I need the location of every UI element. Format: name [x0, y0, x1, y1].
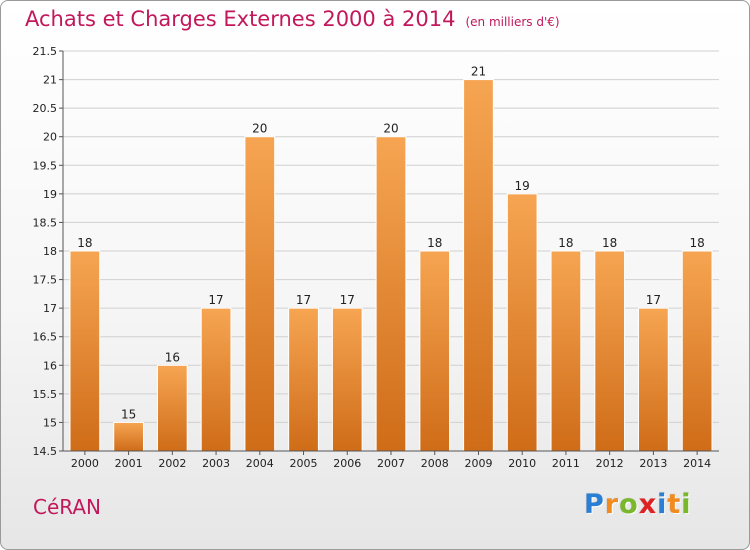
data-label-2012: 18 [602, 236, 617, 250]
data-label-2011: 18 [558, 236, 573, 250]
logo-letter: o [619, 489, 639, 520]
data-label-2001: 15 [121, 407, 136, 421]
logo-letter: r [604, 489, 620, 520]
chart-title-text: Achats et Charges Externes 2000 à 2014 [25, 7, 456, 31]
x-tick-label-2003: 2003 [202, 457, 230, 470]
bar-2002 [156, 364, 188, 452]
x-tick-label-2005: 2005 [290, 457, 318, 470]
y-tick-label: 18.5 [33, 216, 58, 229]
bar-2005 [288, 307, 319, 452]
bar-2003 [200, 307, 232, 452]
x-tick-label-2011: 2011 [552, 457, 580, 470]
y-tick-label: 16 [43, 359, 57, 372]
x-tick-label-2004: 2004 [246, 457, 274, 470]
y-tick-label: 21.5 [33, 45, 58, 58]
x-tick-label-2013: 2013 [639, 457, 667, 470]
bar-2010 [506, 193, 538, 452]
logo-letter: P [584, 489, 605, 520]
y-tick-label: 14.5 [33, 445, 58, 458]
y-tick-label: 19.5 [33, 159, 58, 172]
y-tick-label: 18 [43, 245, 57, 258]
bar-2000 [69, 250, 101, 452]
y-tick-label: 21 [43, 74, 57, 87]
y-tick-label: 20.5 [33, 102, 58, 115]
y-tick-label: 19 [43, 188, 57, 201]
axes [59, 50, 719, 455]
x-tick-label-2006: 2006 [333, 457, 361, 470]
x-tick-label-2012: 2012 [596, 457, 624, 470]
bar-2006 [331, 307, 363, 452]
logo-letter: i [657, 489, 668, 520]
x-tick-label-2007: 2007 [377, 457, 405, 470]
data-label-2007: 20 [383, 122, 398, 136]
bar-2008 [419, 250, 451, 452]
data-label-2013: 17 [646, 293, 661, 307]
x-tick-label-2008: 2008 [421, 457, 449, 470]
x-tick-label-2014: 2014 [683, 457, 711, 470]
x-tick-label-2010: 2010 [508, 457, 536, 470]
y-tick-label: 16.5 [33, 331, 58, 344]
y-tick-label: 15 [43, 416, 57, 429]
x-tick-label-2000: 2000 [71, 457, 99, 470]
bar-2004 [244, 136, 276, 452]
data-label-2000: 18 [77, 236, 92, 250]
chart-unit-label: (en milliers d'€) [465, 15, 560, 29]
logo-letter: i [681, 489, 692, 520]
x-tick-label-2001: 2001 [115, 457, 143, 470]
data-label-2006: 17 [340, 293, 355, 307]
bar-2011 [550, 250, 582, 452]
y-tick-label: 17.5 [33, 274, 58, 287]
bar-2014 [681, 250, 713, 452]
data-label-2003: 17 [208, 293, 223, 307]
data-label-2004: 20 [252, 122, 267, 136]
labels: 14.5 15 15.5 16 16.5 17 17.5 18 18.5 19 19.5 20 20.5… [33, 45, 712, 470]
y-tick-label: 15.5 [33, 388, 58, 401]
bars [69, 79, 713, 452]
bar-2007 [375, 136, 407, 452]
bar-2013 [638, 307, 669, 452]
proxiti-logo: Proxiti [584, 489, 692, 520]
bar-2001 [113, 421, 144, 452]
bar-2012 [594, 250, 626, 452]
data-label-2010: 19 [515, 179, 530, 193]
data-label-2005: 17 [296, 293, 311, 307]
y-tick-label: 20 [43, 131, 57, 144]
data-label-2009: 21 [471, 65, 486, 79]
town-name: CéRAN [33, 495, 101, 519]
bar-2009 [463, 79, 494, 452]
logo-letter: x [638, 489, 658, 520]
chart-title: Achats et Charges Externes 2000 à 2014 (e… [25, 7, 560, 31]
data-label-2008: 18 [427, 236, 442, 250]
data-label-2002: 16 [165, 350, 180, 364]
logo-letter: t [667, 489, 682, 520]
y-tick-label: 17 [43, 302, 57, 315]
x-tick-label-2009: 2009 [464, 457, 492, 470]
x-tick-label-2002: 2002 [158, 457, 186, 470]
data-label-2014: 18 [689, 236, 704, 250]
